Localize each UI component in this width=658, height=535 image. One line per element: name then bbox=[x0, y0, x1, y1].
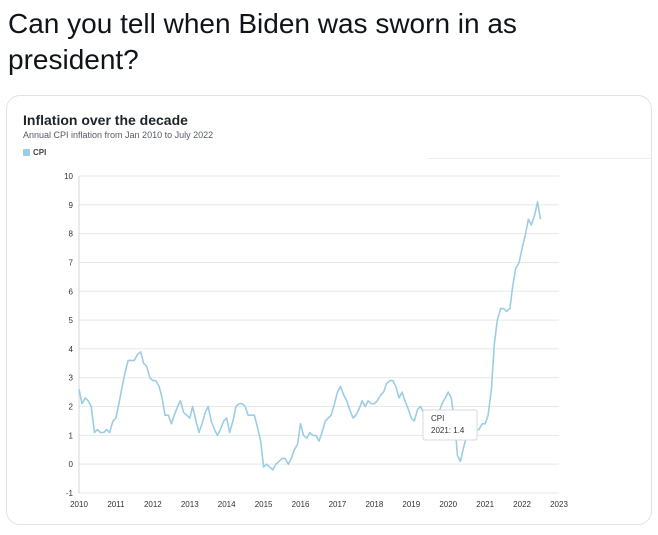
y-tick-label: 8 bbox=[69, 230, 74, 239]
y-tick-label: 3 bbox=[69, 374, 74, 383]
legend-swatch-cpi bbox=[23, 149, 30, 156]
x-axis-ticks: 2010 2011 2012 2013 2014 2015 2016 2017 2018 2019… bbox=[70, 500, 568, 509]
y-tick-label: 0 bbox=[69, 460, 74, 469]
y-tick-label: 9 bbox=[69, 201, 74, 210]
y-tick-label: 5 bbox=[69, 316, 74, 325]
legend-label-cpi: CPI bbox=[33, 148, 47, 157]
y-tick-label: 10 bbox=[64, 172, 73, 181]
y-tick-label: 1 bbox=[69, 431, 74, 440]
x-tick-label: 2013 bbox=[181, 500, 199, 509]
x-tick-label: 2022 bbox=[513, 500, 531, 509]
x-tick-label: 2016 bbox=[292, 500, 310, 509]
x-tick-label: 2014 bbox=[218, 500, 236, 509]
y-tick-label: -1 bbox=[66, 489, 74, 498]
x-tick-label: 2011 bbox=[107, 500, 125, 509]
grid-lines bbox=[78, 175, 559, 494]
x-tick-label: 2015 bbox=[255, 500, 273, 509]
x-tick-label: 2020 bbox=[439, 500, 457, 509]
series-line-cpi[interactable] bbox=[78, 201, 542, 471]
x-tick-label: 2010 bbox=[70, 500, 88, 509]
header-divider bbox=[427, 158, 651, 159]
y-tick-label: 7 bbox=[69, 258, 74, 267]
tooltip-box bbox=[422, 409, 478, 441]
tooltip-series-label: CPI bbox=[431, 414, 444, 423]
x-tick-label: 2023 bbox=[550, 500, 568, 509]
tweet-text: Can you tell when Biden was sworn in as … bbox=[8, 8, 517, 75]
y-axis-ticks: -1 0 1 2 3 4 5 6 7 8 9 10 bbox=[64, 172, 73, 498]
chart-subtitle: Annual CPI inflation from Jan 2010 to Ju… bbox=[23, 130, 214, 140]
x-tick-label: 2018 bbox=[365, 500, 383, 509]
tooltip-value: 2021: 1.4 bbox=[431, 426, 465, 435]
chart-card[interactable]: Inflation over the decade Annual CPI inf… bbox=[6, 95, 652, 525]
x-tick-label: 2021 bbox=[476, 500, 494, 509]
tooltip: CPI 2021: 1.4 bbox=[422, 409, 478, 441]
y-tick-label: 4 bbox=[69, 345, 74, 354]
chart-legend[interactable]: CPI bbox=[23, 148, 46, 157]
x-tick-label: 2017 bbox=[329, 500, 347, 509]
x-tick-label: 2012 bbox=[144, 500, 162, 509]
x-tick-label: 2019 bbox=[402, 500, 420, 509]
chart-title: Inflation over the decade bbox=[23, 112, 188, 128]
y-tick-label: 2 bbox=[69, 403, 74, 412]
y-tick-label: 6 bbox=[69, 287, 74, 296]
